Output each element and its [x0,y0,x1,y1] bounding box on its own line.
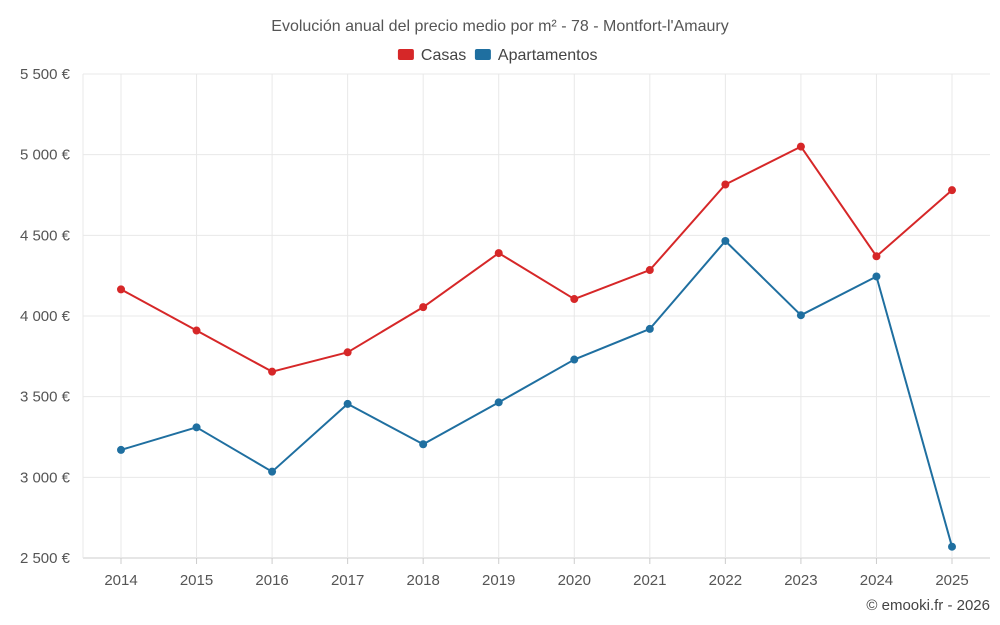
grid [82,73,990,559]
data-point-casas[interactable] [494,249,503,258]
data-point-apartamentos[interactable] [268,467,277,476]
legend: Casas Apartamentos [397,47,598,64]
x-tick-label: 2019 [482,572,515,589]
series-line-apartamentos [120,239,953,547]
data-point-apartamentos[interactable] [645,324,654,333]
data-point-casas[interactable] [721,180,730,189]
data-point-apartamentos[interactable] [494,398,503,407]
data-point-apartamentos[interactable] [796,311,805,320]
y-tick-label: 3 000 € [20,469,71,486]
x-tick-label: 2017 [331,572,364,589]
y-tick-label: 5 500 € [20,66,71,83]
x-tick-label: 2018 [406,572,439,589]
data-point-apartamentos[interactable] [872,272,881,281]
data-point-casas[interactable] [192,326,201,335]
x-tick-label: 2014 [104,572,137,589]
x-tick-label: 2021 [633,572,666,589]
x-tick-label: 2023 [784,572,817,589]
y-tick-label: 4 000 € [20,308,71,325]
copyright-text: © emooki.fr - 2026 [866,597,990,614]
legend-swatch-casas [397,49,414,60]
data-point-casas[interactable] [117,285,125,294]
data-point-apartamentos[interactable] [192,423,201,432]
x-tick-label: 2016 [255,572,288,589]
data-point-apartamentos[interactable] [721,236,730,245]
x-tick-label: 2022 [709,572,742,589]
legend-swatch-apartamentos [474,49,491,60]
y-tick-label: 5 000 € [20,147,71,164]
data-point-casas[interactable] [570,295,579,304]
series-line-casas [120,145,953,373]
chart-title: Evolución anual del precio medio por m² … [271,18,728,35]
x-tick-label: 2025 [935,572,968,589]
y-tick-label: 3 500 € [20,389,71,406]
y-tick-label: 2 500 € [20,550,71,567]
data-point-apartamentos[interactable] [343,399,352,408]
data-point-casas[interactable] [872,252,881,261]
data-point-apartamentos[interactable] [117,445,125,454]
data-point-casas[interactable] [796,142,805,151]
data-point-apartamentos[interactable] [419,440,428,449]
data-point-casas[interactable] [268,367,277,376]
data-point-casas[interactable] [645,266,654,275]
data-point-casas[interactable] [419,303,428,312]
data-point-casas[interactable] [343,348,352,357]
data-point-apartamentos[interactable] [948,542,956,551]
x-tick-label: 2015 [180,572,213,589]
y-axis: 2 500 € 3 000 € 3 500 € 4 000 € 4 500 € 5 000… [20,66,71,567]
data-point-casas[interactable] [948,186,956,195]
data-point-apartamentos[interactable] [570,355,579,364]
series-group [117,142,956,551]
x-tick-label: 2024 [860,572,893,589]
y-tick-label: 4 500 € [20,227,71,244]
legend-label-apartamentos[interactable]: Apartamentos [498,47,598,64]
x-axis: 2014 2015 2016 2017 2018 2019 2020 2021 2022 2023… [104,558,969,589]
x-tick-label: 2020 [558,572,591,589]
legend-label-casas[interactable]: Casas [421,47,466,64]
